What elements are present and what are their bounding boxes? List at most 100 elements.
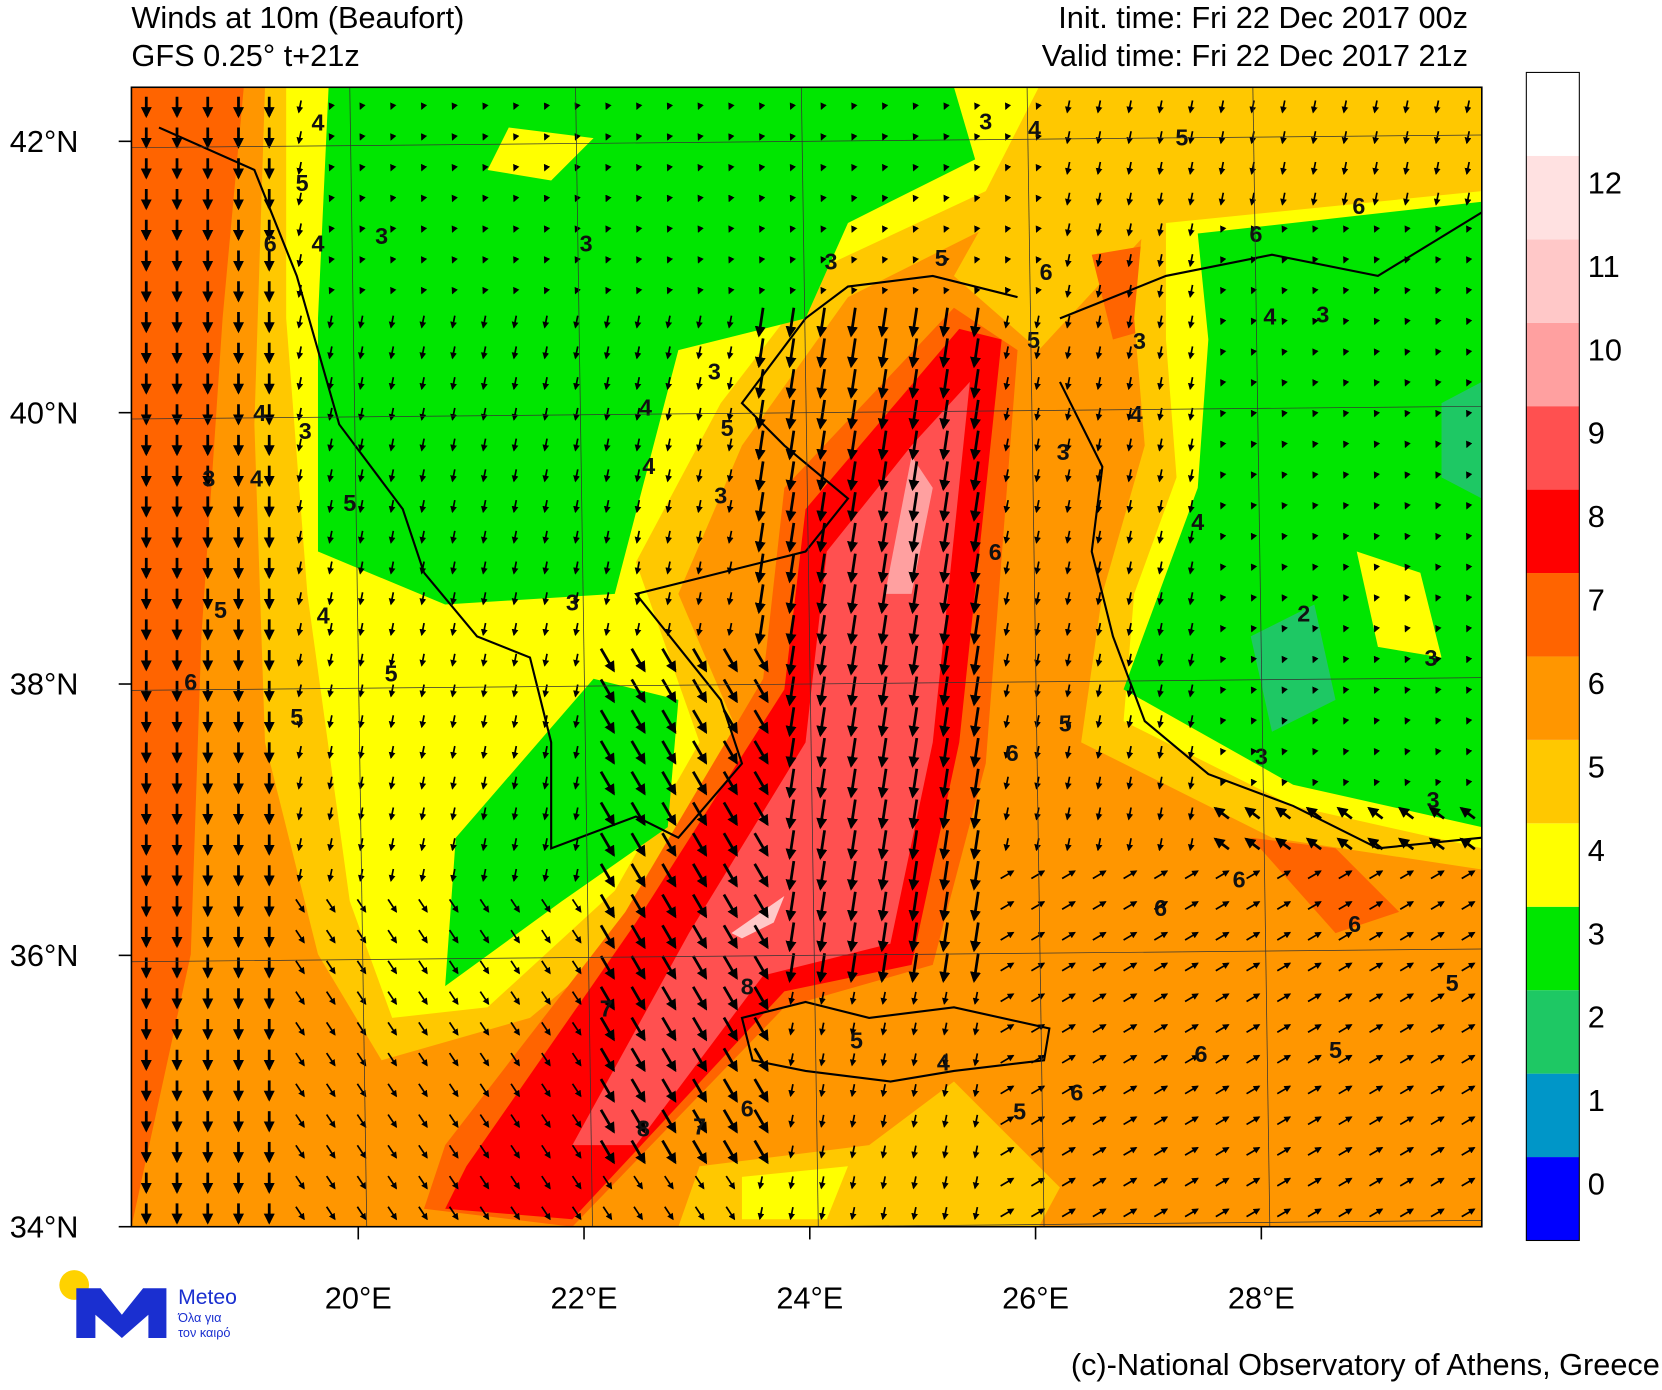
wind-arrow	[603, 592, 611, 606]
wind-arrow	[573, 653, 580, 667]
contour-label: 3	[1424, 645, 1437, 671]
wind-arrow	[1218, 161, 1226, 175]
wind-arrow	[1281, 379, 1288, 387]
wind-arrow	[390, 133, 397, 141]
wind-arrow	[603, 530, 611, 544]
wind-arrow	[603, 622, 611, 637]
wind-arrow	[877, 399, 889, 430]
wind-arrow	[358, 438, 365, 452]
wind-arrow	[816, 676, 828, 707]
wind-arrow	[1003, 653, 1011, 667]
wind-arrow	[1095, 684, 1103, 698]
wind-arrow	[358, 592, 365, 606]
wind-arrow	[296, 254, 304, 268]
wind-arrow	[726, 376, 734, 391]
wind-arrow	[1157, 131, 1164, 145]
lon-label: 24°E	[776, 1280, 843, 1315]
wind-arrow	[1065, 131, 1072, 145]
wind-arrow	[1065, 653, 1072, 667]
wind-arrow	[480, 561, 488, 575]
wind-arrow	[605, 133, 612, 141]
contour-label: 3	[566, 590, 579, 616]
wind-arrow	[759, 194, 766, 203]
wind-arrow	[722, 678, 738, 704]
wind-arrow	[634, 407, 642, 421]
wind-arrow	[605, 194, 612, 203]
wind-arrow	[636, 163, 643, 172]
wind-arrow	[697, 286, 704, 295]
wind-arrow	[511, 653, 519, 667]
wind-arrow	[1280, 100, 1287, 114]
wind-arrow	[1466, 563, 1473, 572]
wind-arrow	[480, 653, 488, 667]
wind-arrow	[1312, 379, 1319, 387]
wind-arrow	[696, 438, 703, 452]
wind-arrow	[1466, 286, 1473, 295]
wind-arrow	[1095, 223, 1103, 237]
wind-arrow	[1403, 161, 1410, 175]
wind-arrow	[1312, 317, 1319, 326]
wind-arrow	[511, 715, 519, 729]
wind-arrow	[1435, 409, 1442, 418]
wind-arrow	[1281, 686, 1288, 695]
wind-arrow	[327, 530, 334, 544]
wind-arrow	[816, 522, 828, 553]
wind-arrow	[420, 286, 428, 295]
contour-label: 3	[1316, 301, 1329, 327]
wind-arrow	[480, 592, 488, 606]
wind-arrow	[1250, 471, 1258, 479]
wind-arrow	[1126, 499, 1134, 514]
wind-arrow	[1466, 256, 1473, 264]
wind-arrow	[661, 678, 677, 704]
wind-arrow	[1220, 594, 1227, 602]
wind-arrow	[451, 102, 458, 110]
wind-arrow	[634, 346, 642, 360]
field: 4 5 6 4 3 3 3 3 4 5 6 5 3 4 3 6 4 3 5 4 6 5 4 3 3 4 3 5 3 4 6 5 6 4 5 3 5 4 6 2…	[131, 87, 1482, 1227]
wind-arrow	[847, 676, 858, 707]
wind-arrow	[420, 256, 428, 264]
wind-arrow	[1466, 440, 1473, 449]
wind-arrow	[816, 399, 828, 430]
wind-arrow	[877, 614, 889, 645]
wind-arrow	[943, 256, 950, 264]
wind-arrow	[1466, 686, 1473, 695]
wind-arrow	[1187, 684, 1195, 698]
wind-arrow	[358, 315, 365, 329]
wind-arrow	[1004, 133, 1012, 141]
wind-arrow	[726, 438, 734, 452]
wind-arrow	[877, 369, 889, 399]
wind-arrow	[726, 346, 734, 360]
wind-arrow	[943, 194, 950, 203]
wind-arrow	[877, 430, 889, 461]
wind-arrow	[1187, 346, 1195, 360]
wind-arrow	[358, 653, 365, 667]
wind-arrow	[1126, 346, 1134, 360]
wind-arrow	[419, 653, 427, 667]
wind-arrow	[450, 376, 457, 391]
wind-arrow	[908, 614, 920, 645]
wind-arrow	[511, 499, 519, 514]
wind-arrow	[1126, 192, 1134, 206]
wind-arrow	[543, 286, 551, 295]
wind-arrow	[1343, 286, 1350, 295]
wind-arrow	[1004, 163, 1012, 172]
wind-arrow	[1466, 532, 1473, 541]
colorbar-label: 11	[1588, 249, 1620, 284]
wind-arrow	[877, 553, 889, 584]
wind-arrow	[1312, 624, 1319, 633]
wind-arrow	[542, 346, 550, 360]
wind-arrow	[1003, 438, 1011, 452]
contour-label: 5	[343, 490, 356, 516]
wind-arrow	[388, 469, 396, 483]
wind-arrow	[697, 225, 704, 233]
wind-arrow	[1466, 655, 1473, 664]
wind-arrow	[419, 715, 427, 729]
wind-arrow	[759, 133, 766, 141]
credit: (c)-National Observatory of Athens, Gree…	[1071, 1347, 1660, 1382]
colorbar-band	[1526, 656, 1580, 740]
wind-arrow	[1220, 379, 1227, 387]
colorbar-band	[1526, 990, 1580, 1074]
wind-arrow	[296, 715, 304, 729]
colorbar-label: 8	[1588, 499, 1605, 534]
